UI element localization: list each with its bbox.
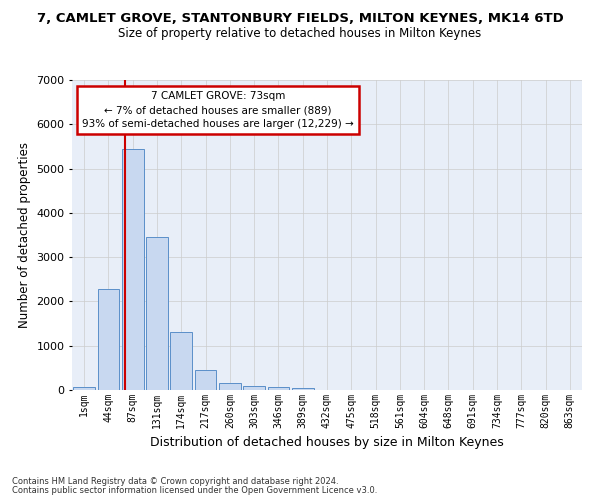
Bar bbox=[194, 370, 217, 390]
Text: 7, CAMLET GROVE, STANTONBURY FIELDS, MILTON KEYNES, MK14 6TD: 7, CAMLET GROVE, STANTONBURY FIELDS, MIL… bbox=[37, 12, 563, 26]
Text: Size of property relative to detached houses in Milton Keynes: Size of property relative to detached ho… bbox=[118, 28, 482, 40]
Bar bbox=[219, 383, 241, 390]
Bar bbox=[292, 388, 314, 390]
Bar bbox=[243, 386, 265, 390]
X-axis label: Distribution of detached houses by size in Milton Keynes: Distribution of detached houses by size … bbox=[150, 436, 504, 450]
Bar bbox=[122, 148, 143, 390]
Bar bbox=[146, 237, 168, 390]
Bar bbox=[170, 332, 192, 390]
Bar bbox=[73, 386, 95, 390]
Text: Contains public sector information licensed under the Open Government Licence v3: Contains public sector information licen… bbox=[12, 486, 377, 495]
Bar bbox=[268, 388, 289, 390]
Text: 7 CAMLET GROVE: 73sqm
← 7% of detached houses are smaller (889)
93% of semi-deta: 7 CAMLET GROVE: 73sqm ← 7% of detached h… bbox=[82, 91, 353, 129]
Bar bbox=[97, 290, 119, 390]
Y-axis label: Number of detached properties: Number of detached properties bbox=[17, 142, 31, 328]
Text: Contains HM Land Registry data © Crown copyright and database right 2024.: Contains HM Land Registry data © Crown c… bbox=[12, 477, 338, 486]
